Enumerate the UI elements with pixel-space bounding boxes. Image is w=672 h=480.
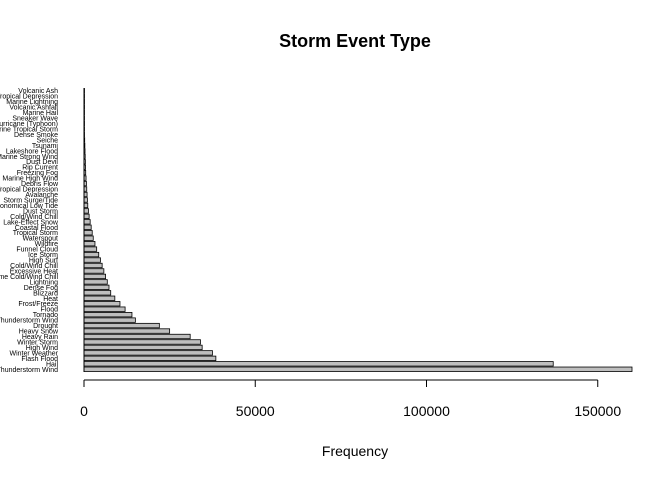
bar (83, 202, 89, 209)
category-label: Winter Storm (17, 339, 58, 346)
bar (83, 328, 171, 334)
bar (83, 208, 89, 214)
category-label: Blizzard (33, 290, 58, 297)
bar (83, 355, 217, 361)
bar (83, 284, 110, 290)
bar (83, 213, 90, 219)
category-label: Ice Storm (28, 252, 58, 259)
bar (83, 241, 96, 247)
category-label: Marine High Wind (2, 176, 58, 183)
category-label: Thunderstorm Wind (0, 367, 58, 374)
category-label: Cold/Wind Chill (10, 214, 58, 221)
category-label: Seiche (37, 137, 59, 144)
bars-group (83, 88, 633, 372)
bar (83, 224, 92, 230)
category-label: Cold/Wind Chill (10, 263, 58, 270)
bar (83, 312, 133, 318)
category-label: Wildfire (35, 241, 58, 248)
bar (83, 230, 93, 236)
category-label: Marine Hail (23, 110, 59, 117)
category-label: Lake-Effect Snow (3, 219, 59, 226)
bar (83, 235, 94, 241)
category-label: Dense Smoke (14, 132, 58, 139)
category-label: Marine Strong Wind (0, 154, 58, 161)
category-label: Excessive Heat (10, 268, 58, 275)
category-label: Heavy Snow (19, 329, 59, 336)
x-tick-label: 100000 (403, 403, 450, 419)
category-label: Lightning (30, 279, 59, 286)
category-label: Sneaker Wave (12, 116, 58, 123)
x-tick-label: 0 (80, 403, 88, 419)
bar (83, 322, 160, 329)
category-label: Freezing Fog (17, 170, 58, 177)
bar (83, 219, 91, 225)
category-label: Heavy Rain (22, 334, 58, 341)
bar (83, 279, 108, 285)
bar (83, 301, 121, 307)
category-label: Frost/Freeze (18, 301, 58, 308)
category-label: Dust Devil (26, 159, 58, 166)
bar (83, 295, 116, 301)
bar (83, 366, 633, 372)
bar (83, 290, 112, 296)
x-tick-label: 150000 (574, 403, 621, 419)
category-label: High Wind (26, 345, 58, 352)
bar (83, 197, 88, 203)
category-label: Tropical Depression (0, 94, 58, 101)
category-label: Flood (40, 307, 58, 314)
category-label: Avalanche (25, 192, 58, 199)
x-axis: 0 50000 100000 150000 (80, 379, 621, 419)
x-tick-label: 50000 (236, 403, 275, 419)
bar (83, 350, 213, 356)
bar (83, 257, 101, 263)
category-label: Extreme Cold/Wind Chill (0, 274, 58, 281)
category-label: Volcanic Ashfall (9, 105, 58, 112)
bar (83, 339, 201, 345)
category-label: Dense Fog (24, 285, 58, 292)
category-label: Rip Current (22, 165, 58, 172)
bar (83, 268, 105, 274)
bar (83, 251, 100, 258)
category-label: Marine Tropical Storm (0, 126, 58, 133)
category-label: Debris Flow (21, 181, 59, 188)
category-label: Flash Flood (21, 356, 58, 363)
category-label: Marine Thunderstorm Wind (0, 318, 58, 325)
bar (83, 333, 191, 340)
bar (83, 344, 203, 351)
bar (83, 317, 136, 323)
chart-title: Storm Event Type (279, 31, 431, 51)
category-label: Tornado (33, 312, 58, 319)
category-label: Marine Lightning (6, 99, 58, 106)
category-label: Tropical Depression (0, 187, 58, 194)
category-label: Coastal Flood (15, 225, 58, 232)
category-label: Tropical Storm (13, 230, 58, 237)
bar (83, 262, 103, 269)
category-label: High Surf (29, 258, 58, 265)
category-label: Astronomical Low Tide (0, 203, 58, 210)
category-label: Lakeshore Flood (6, 148, 58, 155)
category-label: Waterspout (22, 236, 58, 243)
category-label: Volcanic Ash (18, 88, 58, 95)
bar (83, 246, 98, 252)
category-label: Funnel Cloud (16, 247, 58, 254)
bar (83, 306, 126, 312)
category-label: Storm Surge/Tide (3, 197, 58, 204)
bar (83, 273, 106, 280)
category-label: Hurricane (Typhoon) (0, 121, 58, 128)
category-label: Hail (46, 361, 59, 368)
category-label: Tsunami (32, 143, 59, 150)
category-label: Dust Storm (23, 208, 58, 215)
x-axis-label: Frequency (322, 443, 388, 459)
category-label: Heat (43, 296, 58, 303)
category-label: Winter Weather (10, 350, 59, 357)
category-label: Drought (33, 323, 58, 330)
bar (83, 361, 554, 367)
